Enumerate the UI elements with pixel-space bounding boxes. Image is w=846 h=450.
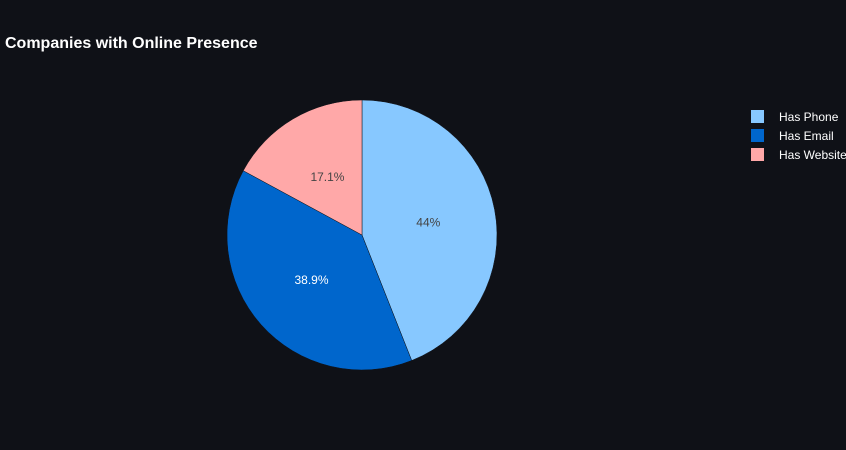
legend-swatch xyxy=(751,148,764,161)
legend-label: Has Email xyxy=(779,128,834,143)
chart-title: Companies with Online Presence xyxy=(5,35,258,52)
pie-slice-has-phone[interactable] xyxy=(361,99,498,361)
legend-item-has-website[interactable]: Has Website xyxy=(751,145,846,164)
pie-slice-has-email[interactable] xyxy=(226,170,413,371)
legend: Has Phone Has Email Has Website xyxy=(751,107,846,164)
pie-slice-has-website[interactable] xyxy=(242,99,363,236)
slice-value-label: 44% xyxy=(416,215,440,229)
slice-value-label: 38.9% xyxy=(294,273,328,287)
legend-swatch xyxy=(751,129,764,142)
legend-item-has-phone[interactable]: Has Phone xyxy=(751,107,846,126)
legend-label: Has Phone xyxy=(779,109,839,124)
legend-swatch xyxy=(751,110,764,123)
slice-value-label: 17.1% xyxy=(310,170,344,184)
legend-item-has-email[interactable]: Has Email xyxy=(751,126,846,145)
legend-label: Has Website xyxy=(779,147,846,162)
